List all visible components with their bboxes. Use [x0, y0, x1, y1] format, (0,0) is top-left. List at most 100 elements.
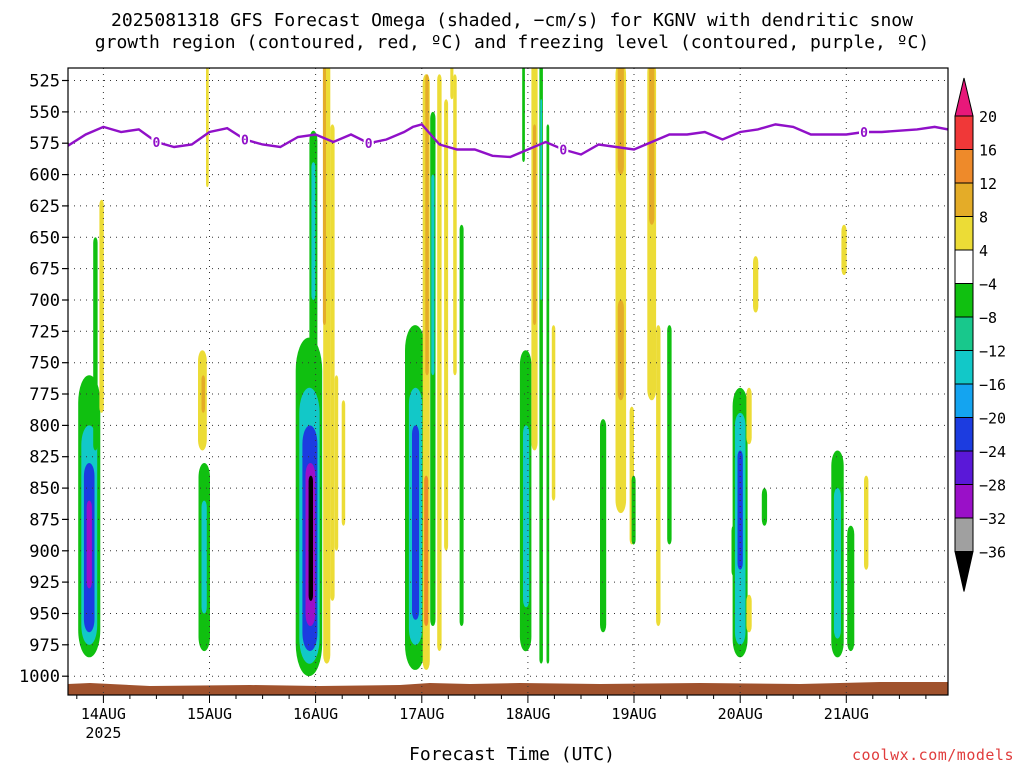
colorbar-label: −28 — [979, 477, 1006, 495]
omega-cell-50 — [631, 475, 636, 545]
y-tick-label-875: 875 — [29, 510, 60, 530]
freezing-level-line — [68, 123, 948, 159]
colorbar-label: 16 — [979, 142, 997, 160]
terrain-band — [68, 682, 948, 695]
credit-link[interactable]: coolwx.com/models — [851, 746, 1014, 764]
omega-cell-4 — [93, 237, 98, 451]
omega-cell-15 — [308, 475, 313, 601]
omega-cell-66 — [847, 525, 855, 652]
x-tick-label-19AUG: 19AUG — [611, 705, 656, 723]
omega-cell-44 — [551, 325, 556, 501]
colorbar: 20 16 12 8 4 −4 −8 −12 −16 −20 −24 −28 −32 −36 — [954, 77, 1006, 592]
y-tick-label-775: 775 — [29, 385, 60, 405]
omega-cell-25 — [412, 425, 420, 620]
colorbar-box — [954, 249, 974, 284]
omega-cell-32 — [444, 99, 449, 551]
colorbar-label: −20 — [979, 410, 1006, 428]
colorbar-box — [954, 417, 974, 452]
freezing-label-bg — [363, 137, 374, 150]
omega-cell-42 — [540, 99, 543, 300]
freezing-label-bg — [558, 143, 569, 156]
chart-title-line-2: growth region (contoured, red, ºC) and f… — [94, 32, 930, 53]
y-tick-label-800: 800 — [29, 416, 60, 436]
freezing-level-contour: 0 0 0 0 0 — [68, 123, 948, 159]
y-tick-label-825: 825 — [29, 448, 60, 468]
y-tick-label-925: 925 — [29, 573, 60, 593]
colorbar-box — [954, 283, 974, 318]
omega-cell-17 — [311, 162, 316, 300]
freezing-level-label: 0 — [365, 137, 373, 152]
y-tick-label-575: 575 — [29, 134, 60, 154]
x-tick-label-20AUG: 20AUG — [718, 705, 763, 723]
colorbar-label: −8 — [979, 309, 997, 327]
omega-cell-62 — [761, 488, 768, 526]
chart-title-line-1: 2025081318 GFS Forecast Omega (shaded, −… — [111, 10, 913, 31]
grid-lines — [68, 68, 948, 695]
colorbar-box — [954, 517, 974, 552]
omega-cell-46 — [615, 68, 627, 514]
y-tick-label-975: 975 — [29, 636, 60, 656]
omega-cell-19 — [322, 68, 326, 325]
y-tick-label-525: 525 — [29, 72, 60, 92]
x-tick-label-21AUG: 21AUG — [824, 705, 869, 723]
omega-cell-47 — [617, 68, 624, 175]
colorbar-label: −24 — [979, 443, 1006, 461]
freezing-label-bg — [151, 136, 162, 148]
colorbar-label: −4 — [979, 276, 997, 294]
y-tick-label-850: 850 — [29, 479, 60, 499]
y-tick-label-950: 950 — [29, 605, 60, 625]
omega-cell-60 — [746, 594, 752, 633]
freezing-label-bg — [239, 133, 250, 146]
colorbar-top-arrow — [954, 77, 974, 117]
omega-cell-64 — [833, 488, 841, 639]
omega-time-height-chart: 0 0 0 0 0 525 550 575 600 625 650 675 700 725 750 775 8… — [19, 67, 1006, 740]
x-tick-sublabel: 2025 — [85, 724, 121, 740]
omega-cell-58 — [737, 450, 743, 570]
colorbar-label: 8 — [979, 209, 988, 227]
omega-cell-5 — [99, 199, 104, 413]
colorbar-bottom-arrow — [954, 551, 974, 592]
colorbar-box — [954, 450, 974, 485]
terrain-ground — [68, 682, 948, 695]
omega-cell-30 — [431, 174, 435, 376]
freezing-level-label: 0 — [241, 134, 249, 149]
x-tick-label-18AUG: 18AUG — [505, 705, 550, 723]
colorbar-box — [954, 484, 974, 519]
x-tick-label-14AUG: 14AUG — [81, 705, 126, 723]
x-tick-label-15AUG: 15AUG — [187, 705, 232, 723]
plot-frame — [67, 67, 949, 696]
x-tick-label-16AUG: 16AUG — [293, 705, 338, 723]
y-tick-label-1000: 1000 — [19, 667, 60, 687]
x-axis-label: Forecast Time (UTC) — [409, 744, 615, 765]
omega-cell-38 — [522, 68, 525, 162]
y-tick-label-725: 725 — [29, 322, 60, 342]
colorbar-box — [954, 149, 974, 184]
y-axis: 525 550 575 600 625 650 675 700 725 750 775 800 825 8… — [19, 72, 68, 687]
freezing-label-bg — [859, 126, 869, 138]
omega-cell-48 — [617, 300, 624, 401]
y-tick-label-700: 700 — [29, 291, 60, 311]
omega-cell-59 — [746, 387, 752, 445]
omega-cell-35 — [450, 68, 454, 100]
colorbar-box — [954, 350, 974, 385]
omega-cell-34 — [459, 224, 464, 627]
colorbar-box — [954, 182, 974, 217]
omega-cell-3 — [86, 500, 92, 589]
y-tick-label-750: 750 — [29, 354, 60, 374]
y-tick-label-675: 675 — [29, 260, 60, 280]
y-tick-label-600: 600 — [29, 166, 60, 186]
colorbar-box — [954, 115, 974, 150]
omega-cell-28 — [425, 74, 429, 376]
freezing-level-label: 0 — [860, 126, 868, 141]
omega-cell-22 — [341, 400, 346, 526]
omega-cell-40 — [533, 124, 537, 326]
colorbar-label: −36 — [979, 544, 1006, 562]
omega-cell-45 — [600, 419, 607, 633]
omega-cell-21 — [334, 375, 339, 551]
colorbar-box — [954, 216, 974, 251]
colorbar-label: 20 — [979, 108, 997, 126]
omega-cell-54 — [667, 325, 672, 545]
colorbar-label: −12 — [979, 343, 1006, 361]
colorbar-label: −32 — [979, 510, 1006, 528]
omega-cell-9 — [201, 375, 205, 413]
